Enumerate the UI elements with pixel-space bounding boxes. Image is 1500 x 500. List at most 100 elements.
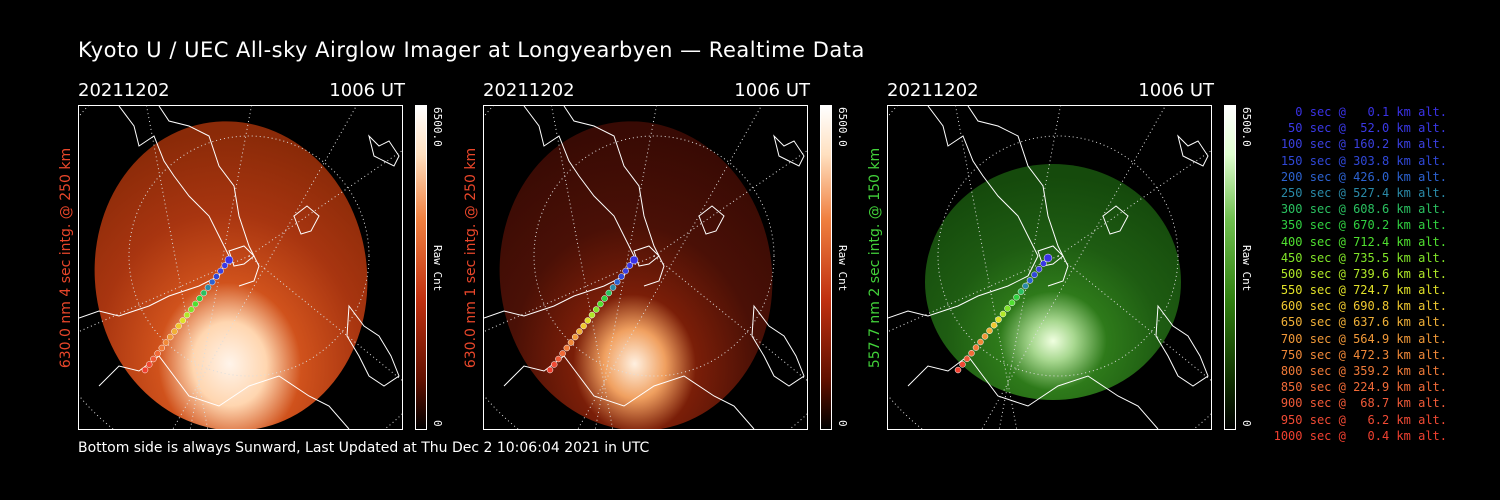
trajectory-point xyxy=(626,262,634,269)
trajectory-point xyxy=(613,278,621,286)
legend-item: 100 sec @ 160.2 km alt. xyxy=(1273,137,1447,152)
trajectory-point xyxy=(609,284,617,291)
trajectory-point xyxy=(629,255,639,265)
panel-ylabel: 630.0 nm 1 sec intg. @ 250 km xyxy=(463,147,479,368)
trajectory-point xyxy=(224,255,234,265)
trajectory-track xyxy=(546,255,639,374)
trajectory-point xyxy=(576,328,583,335)
trajectory-point xyxy=(986,327,993,335)
trajectory-point xyxy=(175,322,182,330)
image-panel-3: 20211202 1006 UT 557.7 nm 2 sec intg. @ 15… xyxy=(867,80,1277,440)
trajectory-point xyxy=(584,317,592,324)
trajectory-point xyxy=(1031,271,1038,279)
legend-item: 400 sec @ 712.4 km alt. xyxy=(1273,234,1447,249)
allsky-image xyxy=(887,105,1212,430)
trajectory-point xyxy=(183,311,191,319)
image-panel-1: 20211202 1006 UT 630.0 nm 4 sec intg. @ 25… xyxy=(58,80,468,440)
trajectory-point xyxy=(563,344,571,352)
legend-item: 150 sec @ 303.8 km alt. xyxy=(1273,153,1447,168)
trajectory-point xyxy=(999,310,1007,318)
legend-item: 800 sec @ 359.2 km alt. xyxy=(1273,364,1447,378)
legend-item: 700 sec @ 564.9 km alt. xyxy=(1273,331,1447,346)
trajectory-point xyxy=(162,339,170,346)
legend-item: 300 sec @ 608.6 km alt. xyxy=(1273,202,1447,217)
airglow-emission xyxy=(925,164,1181,400)
legend-item: 950 sec @ 6.2 km alt. xyxy=(1273,412,1447,427)
panel-time: 1006 UT xyxy=(329,80,405,101)
legend-item: 0 sec @ 0.1 km alt. xyxy=(1273,105,1447,119)
panel-time: 1006 UT xyxy=(734,80,810,101)
trajectory-point xyxy=(995,316,1002,323)
geo-grid xyxy=(888,106,1211,429)
trajectory-point xyxy=(567,339,575,346)
panel-ylabel: 557.7 nm 2 sec intg. @ 150 km xyxy=(867,147,883,368)
legend-item: 850 sec @ 224.9 km alt. xyxy=(1273,380,1447,395)
trajectory-point xyxy=(601,295,608,302)
colorbar xyxy=(415,105,427,430)
legend-item: 250 sec @ 527.4 km alt. xyxy=(1273,185,1447,200)
trajectory-point xyxy=(154,350,161,357)
trajectory-point xyxy=(158,344,166,352)
trajectory-point xyxy=(1043,253,1053,263)
trajectory-point xyxy=(196,295,203,302)
trajectory-point xyxy=(977,338,984,346)
trajectory-point xyxy=(204,284,212,291)
trajectory-point xyxy=(1040,260,1047,267)
trajectory-point xyxy=(555,355,562,363)
trajectory-point xyxy=(550,361,558,368)
legend-item: 200 sec @ 426.0 km alt. xyxy=(1273,169,1447,184)
trajectory-point xyxy=(150,355,157,363)
legend-item: 550 sec @ 724.7 km alt. xyxy=(1273,283,1447,298)
trajectory-point xyxy=(192,300,199,308)
trajectory-point xyxy=(559,350,566,357)
trajectory-point xyxy=(597,300,604,308)
page-title: Kyoto U / UEC All-sky Airglow Imager at … xyxy=(78,38,865,62)
trajectory-point xyxy=(588,311,596,319)
legend-item: 900 sec @ 68.7 km alt. xyxy=(1273,396,1447,411)
legend-item: 350 sec @ 670.2 km alt. xyxy=(1273,218,1447,233)
trajectory-point xyxy=(618,273,625,280)
trajectory-point xyxy=(972,344,980,351)
trajectory-point xyxy=(1004,305,1011,312)
trajectory-point xyxy=(1013,293,1020,301)
trajectory-point xyxy=(1022,282,1029,290)
allsky-image xyxy=(78,105,403,430)
airglow-emission xyxy=(499,121,773,429)
panel-date: 20211202 xyxy=(483,80,575,101)
allsky-image xyxy=(483,105,808,430)
allsky-map xyxy=(888,106,1211,429)
legend-item: 450 sec @ 735.5 km alt. xyxy=(1273,250,1447,265)
trajectory-point xyxy=(213,273,220,280)
trajectory-point xyxy=(592,306,600,313)
trajectory-point xyxy=(179,317,187,324)
panel-ylabel: 630.0 nm 4 sec intg. @ 250 km xyxy=(58,147,74,368)
trajectory-point xyxy=(580,322,587,330)
coastlines xyxy=(888,106,1209,429)
legend-item: 600 sec @ 690.8 km alt. xyxy=(1273,299,1447,314)
colorbar xyxy=(820,105,832,430)
trajectory-point xyxy=(171,328,178,335)
legend-item: 650 sec @ 637.6 km alt. xyxy=(1273,315,1447,330)
trajectory-point xyxy=(1035,265,1043,273)
coastlines xyxy=(79,106,400,429)
trajectory-point xyxy=(141,366,149,374)
trajectory-point xyxy=(546,366,554,374)
trajectory-point xyxy=(1017,288,1025,295)
legend-item: 750 sec @ 472.3 km alt. xyxy=(1273,347,1447,362)
trajectory-point xyxy=(990,321,998,329)
legend-item: 50 sec @ 52.0 km alt. xyxy=(1273,121,1447,136)
trajectory-point xyxy=(622,267,629,275)
trajectory-point xyxy=(959,361,966,368)
footer-note: Bottom side is always Sunward, Last Upda… xyxy=(78,440,650,456)
trajectory-point xyxy=(208,278,216,286)
trajectory-point xyxy=(200,289,208,297)
panel-time: 1006 UT xyxy=(1138,80,1214,101)
trajectory-track xyxy=(141,255,234,374)
trajectory-point xyxy=(981,333,989,340)
trajectory-track xyxy=(954,253,1053,374)
trajectory-point xyxy=(1026,277,1034,284)
panel-date: 20211202 xyxy=(78,80,170,101)
allsky-map xyxy=(79,106,402,429)
trajectory-point xyxy=(571,333,579,341)
legend-item: 500 sec @ 739.6 km alt. xyxy=(1273,266,1447,281)
